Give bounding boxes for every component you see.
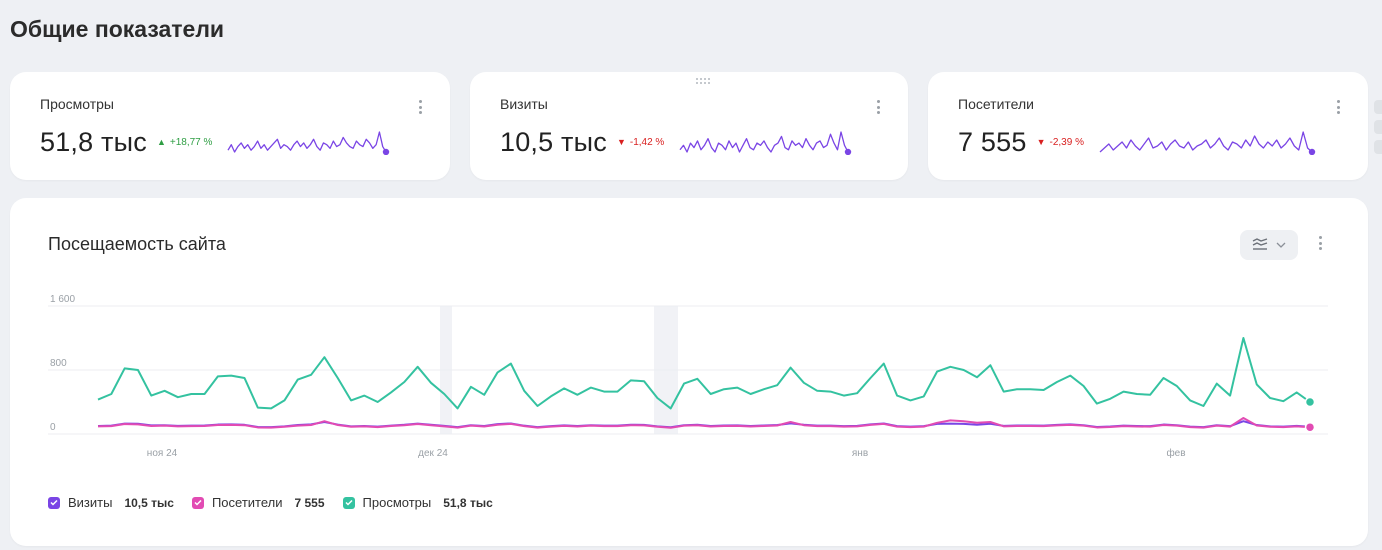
metric-card-visits[interactable]: Визиты 10,5 тыс ▼ -1,42 % — [470, 72, 908, 180]
legend-value: 51,8 тыс — [443, 495, 493, 510]
chart-title: Посещаемость сайта — [48, 234, 226, 254]
series-end-point — [1304, 421, 1316, 433]
more-options-icon[interactable] — [414, 98, 426, 116]
x-tick-label: ноя 24 — [147, 448, 178, 459]
checkbox-checked-icon[interactable] — [48, 496, 60, 509]
delta-badge: ▲ +18,77 % — [157, 137, 212, 148]
legend-label: Визиты — [68, 495, 113, 510]
series-end-point — [1304, 396, 1316, 408]
drag-handle-icon[interactable] — [696, 78, 710, 86]
legend-value: 7 555 — [294, 495, 325, 510]
delta-value: -2,39 % — [1049, 136, 1084, 148]
more-options-icon[interactable] — [872, 98, 884, 116]
legend-item-visits[interactable]: Визиты 10,5 тыс — [48, 495, 174, 510]
delta-value: -1,42 % — [629, 136, 665, 148]
sparkline-views — [227, 131, 390, 155]
legend-value: 10,5 тыс — [124, 495, 174, 510]
triangle-up-icon: ▲ — [156, 137, 166, 147]
chevron-down-icon — [1276, 242, 1286, 248]
sparkline-end-point — [845, 148, 852, 155]
sparkline-visits — [679, 131, 852, 155]
sparkline-line — [1099, 131, 1313, 153]
y-tick-label: 800 — [50, 358, 67, 369]
legend-label: Посетители — [211, 495, 283, 510]
legend-label: Просмотры — [362, 495, 432, 510]
checkbox-checked-icon[interactable] — [191, 496, 204, 509]
metric-value: 7 555 — [958, 127, 1027, 157]
metric-card-views[interactable]: Просмотры 51,8 тыс ▲ +18,77 % — [10, 72, 450, 180]
sparkline-line — [227, 131, 387, 153]
triangle-down-icon: ▼ — [1036, 137, 1046, 147]
metric-title: Визиты — [500, 96, 548, 112]
traffic-card: 1 600 800 0 ноя 24 дек 24 янв фев Посещаемость… — [10, 198, 1368, 546]
series-line-2 — [97, 417, 1311, 429]
metric-title: Посетители — [958, 96, 1034, 112]
traffic-chart[interactable]: 1 600 800 0 ноя 24 дек 24 янв фев — [10, 198, 1368, 488]
metric-card-visitors[interactable]: Посетители 7 555 ▼ -2,39 % — [928, 72, 1368, 180]
sparkline-line — [679, 131, 849, 153]
metric-value: 51,8 тыс — [40, 127, 147, 157]
sparkline-end-point — [383, 148, 390, 155]
chart-legend: Визиты 10,5 тыс Посетители 7 555 Просмот… — [48, 495, 511, 510]
delta-value: +18,77 % — [169, 136, 213, 148]
y-tick-label: 1 600 — [50, 294, 75, 305]
chart-type-button[interactable] — [1240, 230, 1298, 260]
side-panel-edge[interactable] — [1374, 100, 1382, 160]
legend-item-views[interactable]: Просмотры 51,8 тыс — [342, 495, 493, 510]
x-tick-label: фев — [1166, 447, 1185, 459]
page-title: Общие показатели — [10, 16, 225, 42]
x-tick-label: дек 24 — [418, 448, 448, 459]
more-options-icon[interactable] — [1314, 234, 1326, 252]
sparkline-end-point — [1308, 148, 1316, 155]
sparkline-visitors — [1099, 131, 1316, 155]
y-tick-label: 0 — [50, 422, 56, 433]
checkbox-checked-icon[interactable] — [342, 496, 355, 509]
series-line-0 — [97, 337, 1311, 410]
more-options-icon[interactable] — [1332, 98, 1344, 116]
delta-badge: ▼ -1,42 % — [617, 137, 664, 148]
delta-badge: ▼ -2,39 % — [1037, 137, 1084, 148]
metric-value: 10,5 тыс — [500, 127, 607, 157]
stacked-lines-icon — [1252, 238, 1268, 250]
metric-title: Просмотры — [40, 96, 114, 112]
triangle-down-icon: ▼ — [616, 137, 626, 147]
x-tick-label: янв — [852, 448, 868, 459]
legend-item-visitors[interactable]: Посетители 7 555 — [191, 495, 325, 510]
